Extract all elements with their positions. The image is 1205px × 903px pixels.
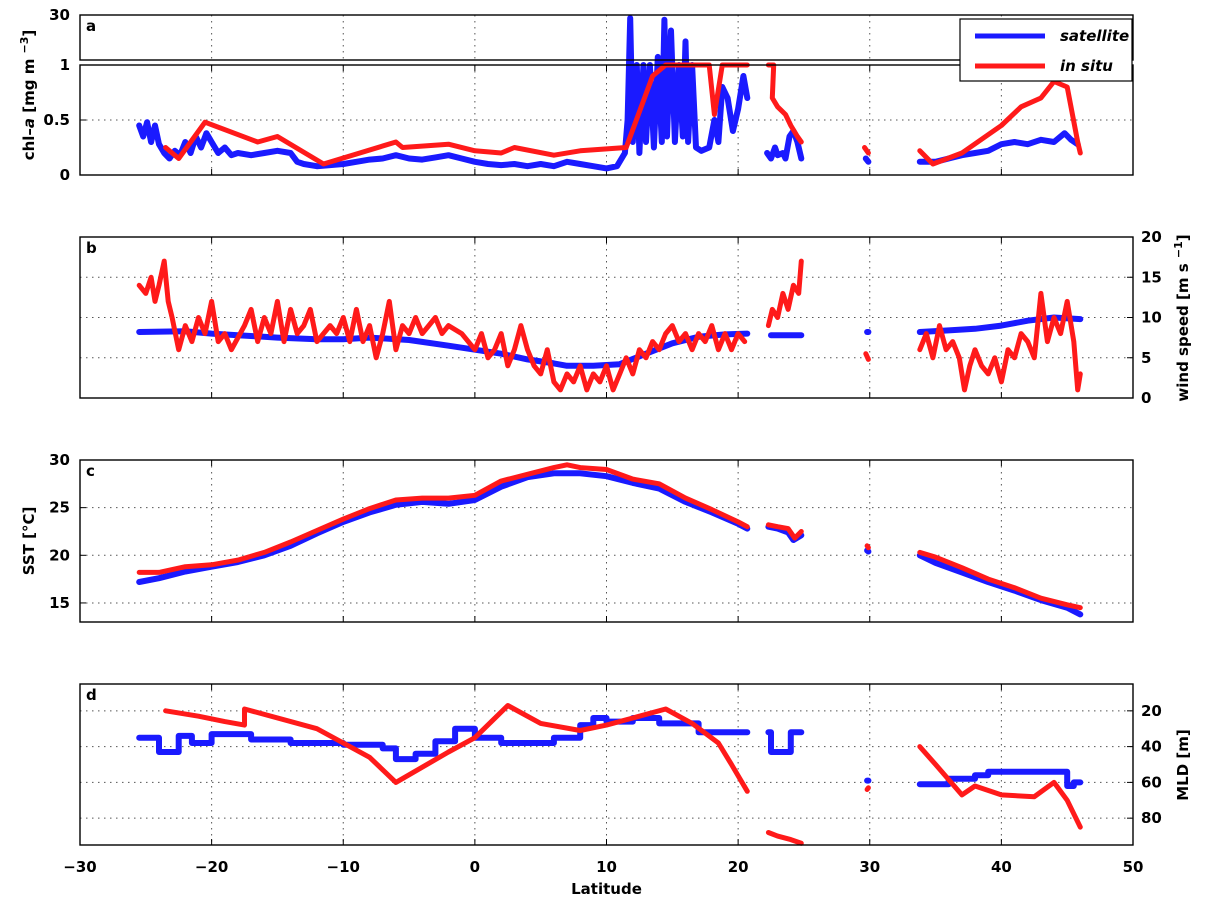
panel-c-satellite-segment-0 xyxy=(136,470,751,585)
panel-b-ytick-label: 20 xyxy=(1141,228,1162,246)
panel-c-satellite-segment-2 xyxy=(864,547,872,555)
panel-b-in-situ-segment-0 xyxy=(136,258,748,393)
panel-a-in-situ-segment-3 xyxy=(917,79,1083,167)
panel-c-sst: 15 20 25 30 c SST [°C] xyxy=(20,451,1134,623)
panel-d-in-situ-segment-0 xyxy=(163,703,750,794)
x-tick-label: 10 xyxy=(596,858,617,876)
panel-d-in-situ-segment-1 xyxy=(765,830,804,846)
panel-c-ytick-label: 30 xyxy=(49,451,70,469)
panel-c-ytick-label: 20 xyxy=(49,546,70,564)
panel-d-ytick-label: 20 xyxy=(1141,702,1162,720)
panel-a-upper-frame xyxy=(79,14,1134,61)
panel-a-ytick-label: 0.5 xyxy=(43,111,70,129)
panel-b-ytick-label: 10 xyxy=(1141,309,1162,327)
x-tick-label: −10 xyxy=(327,858,360,876)
x-axis-label: Latitude xyxy=(571,880,642,898)
panel-a-in-situ-segment-0 xyxy=(163,62,750,167)
panel-a-label: a xyxy=(86,17,96,35)
panel-a-satellite-segment-2 xyxy=(862,155,872,165)
panel-a-in-situ-segment-2 xyxy=(862,145,871,156)
panel-a-chl: 0 0.5 1 30 a chl–a [mg m −3] xyxy=(18,6,1134,184)
panel-b-label: b xyxy=(86,239,97,257)
panel-d-in-situ-segment-3 xyxy=(917,744,1083,830)
panel-b-in-situ-segment-1 xyxy=(765,258,804,329)
x-axis: −30 −20 −10 0 10 20 30 40 50 Latitude xyxy=(63,858,1143,898)
panel-d-mld: 20 40 60 80 d MLD [m] xyxy=(79,683,1192,846)
x-tick-label: 30 xyxy=(859,858,880,876)
panel-c-in-situ-segment-3 xyxy=(917,549,1083,611)
panel-c-satellite-segment-3 xyxy=(916,552,1084,618)
panel-d-satellite-segment-0 xyxy=(136,715,751,763)
panel-d-satellite-segment-1 xyxy=(765,729,805,755)
panel-b-in-situ-segment-3 xyxy=(917,290,1083,393)
panel-b-ytick-label: 15 xyxy=(1141,268,1162,286)
panel-c-label: c xyxy=(86,462,95,480)
panel-a-in-situ-segment-1 xyxy=(765,62,804,145)
panel-d-ylabel: MLD [m] xyxy=(1174,729,1192,801)
x-tick-label: −30 xyxy=(63,858,96,876)
panel-a-ytick-label: 30 xyxy=(49,6,70,24)
legend: satellite in situ xyxy=(959,18,1133,82)
panel-c-ylabel: SST [°C] xyxy=(20,507,38,576)
panel-b-wind: 0 5 10 15 20 b wind speed [m s −1] xyxy=(79,228,1192,407)
panel-c-ytick-label: 25 xyxy=(49,499,70,517)
panel-a-ytick-label: 0 xyxy=(60,166,70,184)
panel-c-ytick-label: 15 xyxy=(49,594,70,612)
panel-d-ytick-label: 40 xyxy=(1141,738,1162,756)
panel-d-in-situ-segment-2 xyxy=(864,785,871,792)
panel-d-ytick-label: 60 xyxy=(1141,773,1162,791)
panel-d-ytick-label: 80 xyxy=(1141,809,1162,827)
legend-in-situ-label: in situ xyxy=(1060,57,1113,75)
panel-c-in-situ-segment-1 xyxy=(765,522,804,541)
x-tick-label: −20 xyxy=(195,858,228,876)
panel-d-frame xyxy=(79,683,1134,846)
legend-box xyxy=(959,18,1133,82)
panel-c-in-situ-segment-0 xyxy=(136,462,750,575)
panel-b-ytick-label: 0 xyxy=(1141,389,1151,407)
panel-a-ytick-label: 1 xyxy=(60,56,70,74)
panel-a-satellite-segment-0 xyxy=(136,15,751,172)
panel-b-ylabel: wind speed [m s −1] xyxy=(1172,234,1192,401)
legend-satellite-label: satellite xyxy=(1060,27,1129,45)
panel-a-ylabel: chl–a [mg m −3] xyxy=(18,30,38,161)
panel-d-label: d xyxy=(86,686,97,704)
panel-b-ytick-label: 5 xyxy=(1141,349,1151,367)
x-tick-label: 50 xyxy=(1123,858,1144,876)
x-tick-label: 20 xyxy=(728,858,749,876)
x-tick-label: 0 xyxy=(470,858,480,876)
x-tick-label: 40 xyxy=(991,858,1012,876)
panel-b-in-situ-segment-2 xyxy=(863,351,871,362)
panel-c-in-situ-segment-2 xyxy=(864,543,871,551)
panel-c-frame xyxy=(79,459,1134,623)
